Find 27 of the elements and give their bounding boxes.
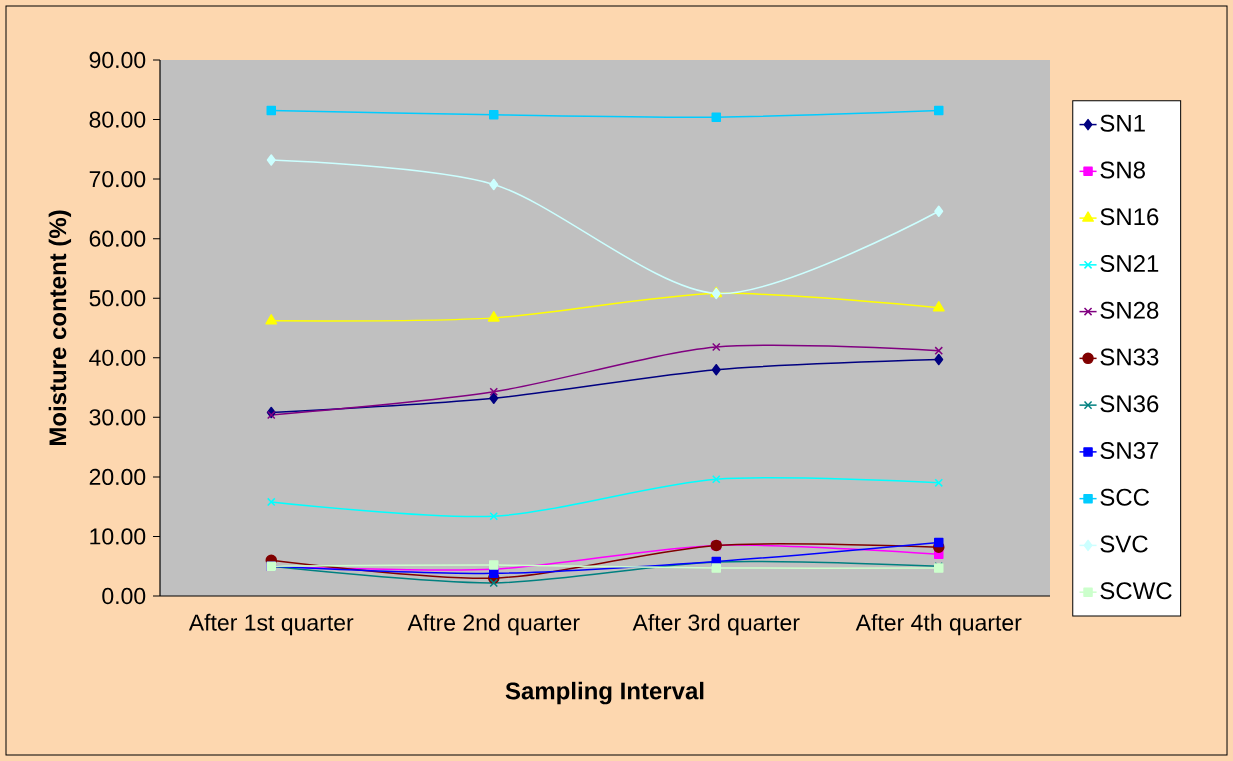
- x-tick-label: After 3rd quarter: [632, 613, 800, 636]
- y-axis-title: Moisture content (%): [48, 210, 72, 446]
- x-tick-label: After 1st quarter: [188, 613, 354, 636]
- x-tick-label: After 4th quarter: [855, 613, 1022, 636]
- legend-label: SCC: [1100, 488, 1150, 506]
- y-tick-label: 50.00: [89, 290, 146, 307]
- y-tick-label: 70.00: [89, 170, 146, 188]
- legend-label: SCWC: [1100, 582, 1172, 600]
- legend-label: SN1: [1100, 114, 1145, 132]
- y-tick-label: 80.00: [89, 111, 146, 128]
- legend-label: SN37: [1100, 442, 1159, 459]
- legend-label: SN28: [1100, 301, 1159, 319]
- y-tick-label: 10.00: [90, 528, 146, 545]
- legend-label: SN21: [1100, 254, 1159, 272]
- y-tick-label: 0.00: [102, 587, 146, 605]
- legend-label: SN36: [1100, 395, 1159, 413]
- legend-label: SN8: [1100, 161, 1145, 179]
- x-tick-label: Aftre 2nd quarter: [407, 613, 580, 636]
- legend-label: SN33: [1100, 348, 1159, 366]
- x-axis-title: Sampling Interval: [505, 681, 704, 705]
- y-tick-label: 90.00: [89, 51, 146, 69]
- legend-label: SN16: [1100, 208, 1159, 226]
- y-tick-label: 60.00: [89, 230, 146, 247]
- y-tick-label: 20.00: [89, 468, 146, 486]
- y-tick-label: 30.00: [89, 409, 146, 426]
- y-tick-label: 40.00: [89, 349, 146, 366]
- legend-label: SVC: [1100, 535, 1148, 553]
